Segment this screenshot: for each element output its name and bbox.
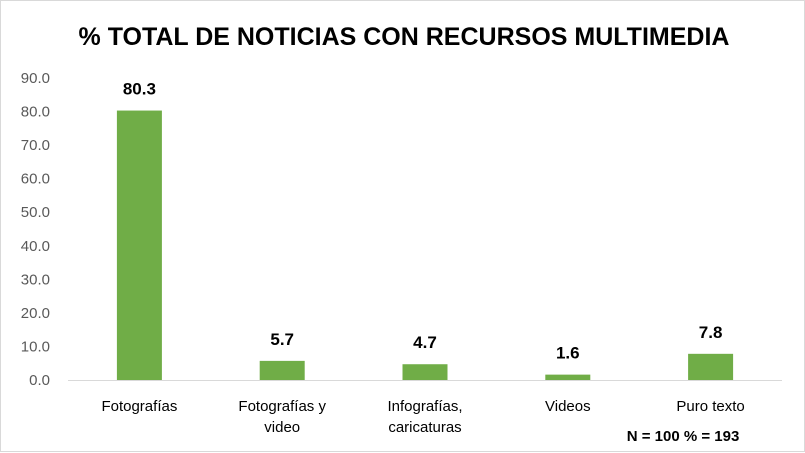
chart-title: % TOTAL DE NOTICIAS CON RECURSOS MULTIME… [79, 23, 730, 51]
y-tick-label: 70.0 [21, 137, 50, 154]
category-label-line: caricaturas [388, 419, 461, 436]
data-label: 4.7 [413, 333, 437, 352]
x-axis: Fotografías Fotografías y video Infografías… [68, 380, 782, 436]
y-tick-label: 0.0 [29, 372, 50, 389]
category-label: Fotografías y video [238, 398, 326, 436]
category-label-line: Fotografías y [238, 398, 326, 415]
y-axis: 0.0 10.0 20.0 30.0 40.0 50.0 60.0 70.0 80.0 90.0 [21, 70, 50, 389]
category-label: Videos [545, 398, 591, 415]
data-label: 5.7 [270, 330, 294, 349]
category-label-line: Puro texto [676, 398, 744, 415]
y-tick-label: 60.0 [21, 171, 50, 188]
category-label-line: Fotografías [101, 398, 177, 415]
data-label: 1.6 [556, 344, 580, 363]
data-labels: 80.3 5.7 4.7 1.6 7.8 [123, 80, 723, 363]
y-tick-label: 90.0 [21, 70, 50, 87]
y-tick-label: 50.0 [21, 204, 50, 221]
y-tick-label: 80.0 [21, 104, 50, 121]
bar [402, 364, 448, 380]
bar [688, 353, 734, 380]
bar [545, 374, 591, 380]
y-tick-label: 40.0 [21, 238, 50, 255]
category-label: Fotografías [101, 398, 177, 415]
y-tick-label: 10.0 [21, 338, 50, 355]
bar [259, 360, 305, 380]
bar [116, 110, 162, 380]
category-label-line: video [264, 419, 300, 436]
category-label-line: Videos [545, 398, 591, 415]
y-tick-label: 30.0 [21, 271, 50, 288]
data-label: 80.3 [123, 80, 156, 99]
category-label: Infografías, caricaturas [387, 398, 462, 436]
category-label: Puro texto [676, 398, 744, 415]
y-tick-label: 20.0 [21, 305, 50, 322]
sample-size-note: N = 100 % = 193 [627, 428, 740, 445]
bars [116, 110, 734, 380]
data-label: 7.8 [699, 323, 723, 342]
category-label-line: Infografías, [387, 398, 462, 415]
